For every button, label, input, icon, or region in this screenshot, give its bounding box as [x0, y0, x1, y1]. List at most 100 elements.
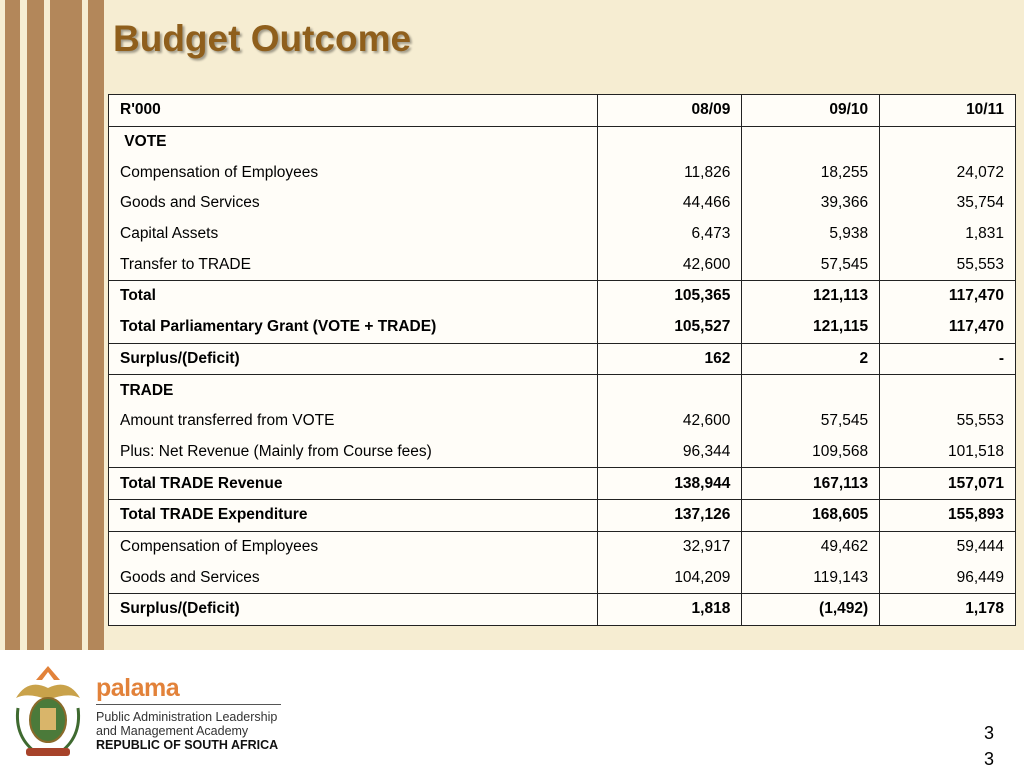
value-cell: 96,344: [596, 436, 743, 469]
row-label: TRADE: [108, 374, 598, 406]
table-row: VOTE: [108, 125, 1016, 158]
table-row: Capital Assets 6,473 5,938 1,831: [108, 218, 1016, 250]
row-label: Total Parliamentary Grant (VOTE + TRADE): [108, 311, 598, 344]
slide-background: Budget Outcome R'000 08/09 09/10 10/11 VOTE…: [0, 0, 1024, 650]
value-cell: 57,545: [741, 405, 881, 437]
value-cell: 137,126: [596, 498, 743, 532]
value-cell: 117,470: [879, 280, 1016, 312]
value-cell: 167,113: [741, 467, 881, 500]
divider: [96, 704, 281, 705]
table-row: Compensation of Employees 32,917 49,462 59,…: [108, 530, 1016, 563]
value-cell: 104,209: [596, 562, 743, 595]
value-cell: 2: [741, 342, 881, 376]
row-label: Goods and Services: [108, 562, 598, 595]
value-cell: 24,072: [879, 157, 1016, 189]
value-cell: 105,365: [596, 280, 743, 312]
value-cell: 09/10: [741, 94, 881, 127]
value-cell: 08/09: [596, 94, 743, 127]
value-cell: 155,893: [879, 498, 1016, 532]
value-cell: 49,462: [741, 530, 881, 563]
table-row: Goods and Services 44,466 39,366 35,754: [108, 188, 1016, 219]
row-label: Surplus/(Deficit): [108, 342, 598, 376]
value-cell: 138,944: [596, 467, 743, 500]
row-label: Total TRADE Expenditure: [108, 498, 598, 532]
brand-line: REPUBLIC OF SOUTH AFRICA: [96, 738, 279, 752]
row-label: Plus: Net Revenue (Mainly from Course fe…: [108, 436, 598, 469]
table-body: R'000 08/09 09/10 10/11 VOTE Compensation of…: [108, 94, 1016, 626]
stripe: [27, 0, 44, 650]
value-cell: [596, 374, 743, 406]
value-cell: 55,553: [879, 405, 1016, 437]
table-row: Surplus/(Deficit) 1,818 (1,492) 1,178: [108, 593, 1016, 626]
table-row: Total TRADE Expenditure 137,126 168,605 155…: [108, 498, 1016, 532]
value-cell: 42,600: [596, 405, 743, 437]
value-cell: -: [879, 342, 1016, 376]
value-cell: 18,255: [741, 157, 881, 189]
row-label: Total: [108, 280, 598, 312]
value-cell: 96,449: [879, 562, 1016, 595]
row-label: Transfer to TRADE: [108, 249, 598, 282]
table-row: R'000 08/09 09/10 10/11: [108, 94, 1016, 127]
value-cell: 11,826: [596, 157, 743, 189]
value-cell: [741, 374, 881, 406]
table-row: Total Parliamentary Grant (VOTE + TRADE)…: [108, 311, 1016, 344]
table-row: Total TRADE Revenue 138,944 167,113 157,071: [108, 467, 1016, 500]
row-label: VOTE: [108, 125, 598, 158]
row-label: Total TRADE Revenue: [108, 467, 598, 500]
value-cell: 5,938: [741, 218, 881, 250]
table-row: Goods and Services 104,209 119,143 96,449: [108, 562, 1016, 595]
value-cell: 105,527: [596, 311, 743, 344]
value-cell: 39,366: [741, 188, 881, 219]
value-cell: 119,143: [741, 562, 881, 595]
page-number-digit: 3: [984, 723, 995, 743]
coat-of-arms: [15, 666, 81, 756]
value-cell: 117,470: [879, 311, 1016, 344]
value-cell: 1,178: [879, 593, 1016, 626]
value-cell: 1,831: [879, 218, 1016, 250]
value-cell: 121,113: [741, 280, 881, 312]
value-cell: 1,818: [596, 593, 743, 626]
value-cell: 32,917: [596, 530, 743, 563]
stripe: [50, 0, 82, 650]
value-cell: 44,466: [596, 188, 743, 219]
brand-line: Public Administration Leadership: [96, 710, 278, 724]
table-row: Transfer to TRADE 42,600 57,545 55,553: [108, 249, 1016, 282]
value-cell: 157,071: [879, 467, 1016, 500]
brand-name: palama: [96, 674, 180, 702]
row-label: R'000: [108, 94, 598, 127]
value-cell: 10/11: [879, 94, 1016, 127]
page-number-digit: 3: [984, 749, 995, 769]
stripe: [5, 0, 20, 650]
value-cell: [879, 125, 1016, 158]
value-cell: 109,568: [741, 436, 881, 469]
row-label: Capital Assets: [108, 218, 598, 250]
value-cell: 57,545: [741, 249, 881, 282]
row-label: Amount transferred from VOTE: [108, 405, 598, 437]
row-label: Surplus/(Deficit): [108, 593, 598, 626]
value-cell: [596, 125, 743, 158]
value-cell: 101,518: [879, 436, 1016, 469]
footer: [0, 650, 1024, 768]
value-cell: 59,444: [879, 530, 1016, 563]
value-cell: (1,492): [741, 593, 881, 626]
value-cell: 121,115: [741, 311, 881, 344]
value-cell: 162: [596, 342, 743, 376]
table-row: Plus: Net Revenue (Mainly from Course fe…: [108, 436, 1016, 469]
table-row: Surplus/(Deficit) 162 2-: [108, 342, 1016, 376]
table-row: Compensation of Employees 11,826 18,255 24,…: [108, 157, 1016, 189]
table-row: Amount transferred from VOTE 42,600 57,545…: [108, 405, 1016, 437]
brand-line: and Management Academy: [96, 724, 249, 738]
value-cell: 168,605: [741, 498, 881, 532]
value-cell: [879, 374, 1016, 406]
stripe: [88, 0, 104, 650]
value-cell: 42,600: [596, 249, 743, 282]
table-row: TRADE: [108, 374, 1016, 406]
value-cell: 35,754: [879, 188, 1016, 219]
row-label: Compensation of Employees: [108, 157, 598, 189]
budget-table: R'000 08/09 09/10 10/11 VOTE Compensation of…: [108, 94, 1016, 626]
table-row: Total 105,365 121,113 117,470: [108, 280, 1016, 312]
value-cell: 6,473: [596, 218, 743, 250]
slide-title: Budget Outcome: [113, 18, 412, 59]
page-number: 3 3: [984, 720, 994, 772]
